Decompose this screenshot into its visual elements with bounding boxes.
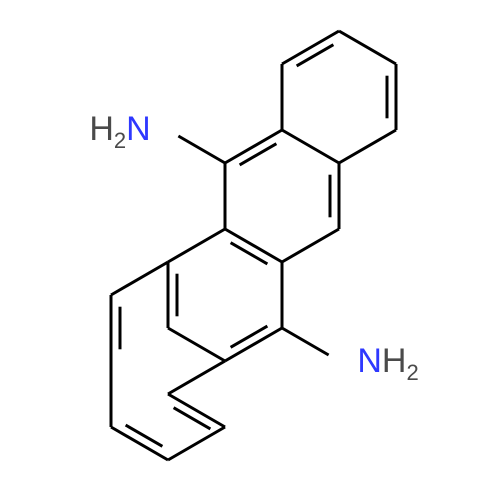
- bond-line: [111, 262, 168, 295]
- bond-line: [282, 130, 339, 163]
- bond-line: [297, 45, 334, 66]
- bond-line: [339, 130, 396, 163]
- bond-line: [168, 427, 225, 460]
- bond-line: [339, 31, 396, 64]
- bond-line: [168, 361, 225, 394]
- bond-line: [178, 136, 225, 163]
- atom-label: NH2: [357, 342, 418, 385]
- bond-line: [282, 328, 329, 355]
- bond-line: [240, 144, 277, 165]
- bond-line: [126, 425, 163, 446]
- bond-line: [168, 328, 225, 361]
- bond-line: [231, 243, 268, 264]
- molecule-diagram: H2N NH2: [0, 0, 500, 500]
- atom-label: H2N: [89, 110, 150, 153]
- bond-line: [282, 229, 339, 262]
- bond-line: [174, 408, 211, 429]
- bond-line: [231, 326, 268, 347]
- bond-line: [168, 229, 225, 262]
